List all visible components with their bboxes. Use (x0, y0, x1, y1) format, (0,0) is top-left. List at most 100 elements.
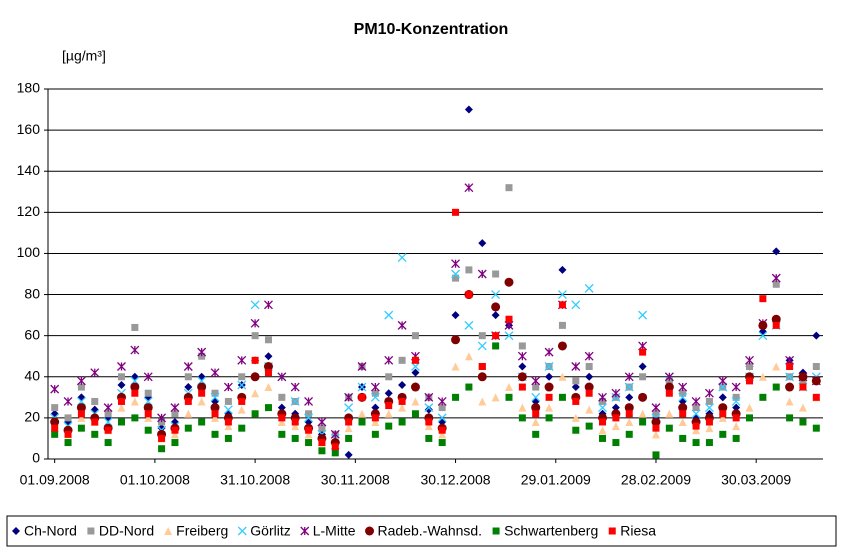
x-tick-label: 30.11.2008 (321, 472, 390, 488)
marker (171, 426, 179, 434)
marker (518, 403, 527, 412)
marker (639, 418, 647, 426)
marker (518, 414, 526, 422)
marker (77, 393, 86, 402)
marker (718, 376, 728, 386)
marker (117, 381, 126, 389)
marker (491, 311, 500, 320)
marker (50, 384, 60, 394)
marker (371, 414, 379, 422)
series (50, 352, 821, 451)
marker (664, 372, 674, 382)
marker (164, 527, 173, 535)
marker (264, 383, 273, 392)
marker (731, 382, 741, 392)
marker (385, 402, 393, 410)
marker (384, 310, 394, 320)
marker (210, 392, 220, 402)
marker (544, 382, 554, 392)
marker (718, 413, 727, 422)
marker (424, 405, 433, 414)
marker (758, 320, 768, 330)
marker (532, 410, 540, 418)
marker (465, 383, 473, 391)
marker (811, 376, 821, 386)
marker (357, 382, 367, 392)
marker (477, 341, 487, 351)
marker (344, 424, 353, 433)
marker (63, 396, 73, 406)
marker (678, 382, 688, 392)
marker (639, 348, 647, 356)
marker (224, 434, 232, 442)
marker (304, 396, 314, 406)
marker (344, 450, 353, 459)
marker (585, 372, 594, 381)
marker (531, 392, 541, 402)
marker (504, 383, 513, 392)
y-tick-label: 40 (24, 367, 40, 383)
marker (398, 381, 407, 389)
marker (304, 430, 313, 439)
marker (277, 372, 287, 382)
marker (719, 410, 727, 418)
marker (51, 404, 59, 412)
marker (611, 392, 621, 402)
marker (599, 397, 607, 405)
series (50, 183, 821, 439)
marker (365, 526, 375, 536)
marker (478, 332, 486, 340)
marker (250, 372, 260, 382)
marker (545, 403, 554, 412)
marker (812, 363, 820, 370)
marker (799, 418, 807, 426)
marker (210, 403, 220, 413)
marker (678, 403, 688, 413)
marker (304, 413, 314, 423)
marker (224, 397, 232, 405)
marker (492, 342, 500, 350)
marker (398, 403, 407, 412)
marker (771, 273, 781, 283)
marker (210, 368, 220, 378)
marker (745, 355, 754, 365)
marker (130, 382, 140, 392)
series (51, 342, 820, 459)
marker (277, 418, 286, 426)
marker (397, 320, 407, 330)
legend-label: Riesa (620, 523, 656, 539)
marker (772, 383, 780, 391)
marker (398, 397, 406, 405)
marker (330, 429, 340, 439)
marker (785, 382, 795, 392)
marker (424, 392, 434, 402)
marker (64, 414, 72, 422)
marker (158, 418, 166, 426)
marker (184, 409, 193, 418)
marker (611, 403, 620, 412)
marker (639, 373, 647, 381)
marker (278, 414, 286, 422)
legend-label: Freiberg (176, 523, 228, 539)
marker (451, 335, 461, 345)
marker (652, 424, 660, 432)
marker (117, 373, 125, 381)
marker (197, 347, 207, 357)
marker (732, 393, 740, 401)
marker (599, 418, 607, 426)
marker (544, 362, 554, 371)
marker (545, 393, 553, 401)
marker (517, 372, 527, 382)
marker (718, 403, 728, 413)
marker (652, 451, 660, 459)
marker (558, 321, 566, 329)
marker (692, 439, 700, 447)
legend-label: L-Mitte (313, 523, 356, 539)
marker (345, 418, 353, 426)
marker (277, 403, 286, 412)
marker (464, 105, 473, 114)
marker (492, 527, 500, 535)
marker (371, 403, 380, 412)
marker (571, 383, 580, 392)
marker (505, 393, 513, 401)
